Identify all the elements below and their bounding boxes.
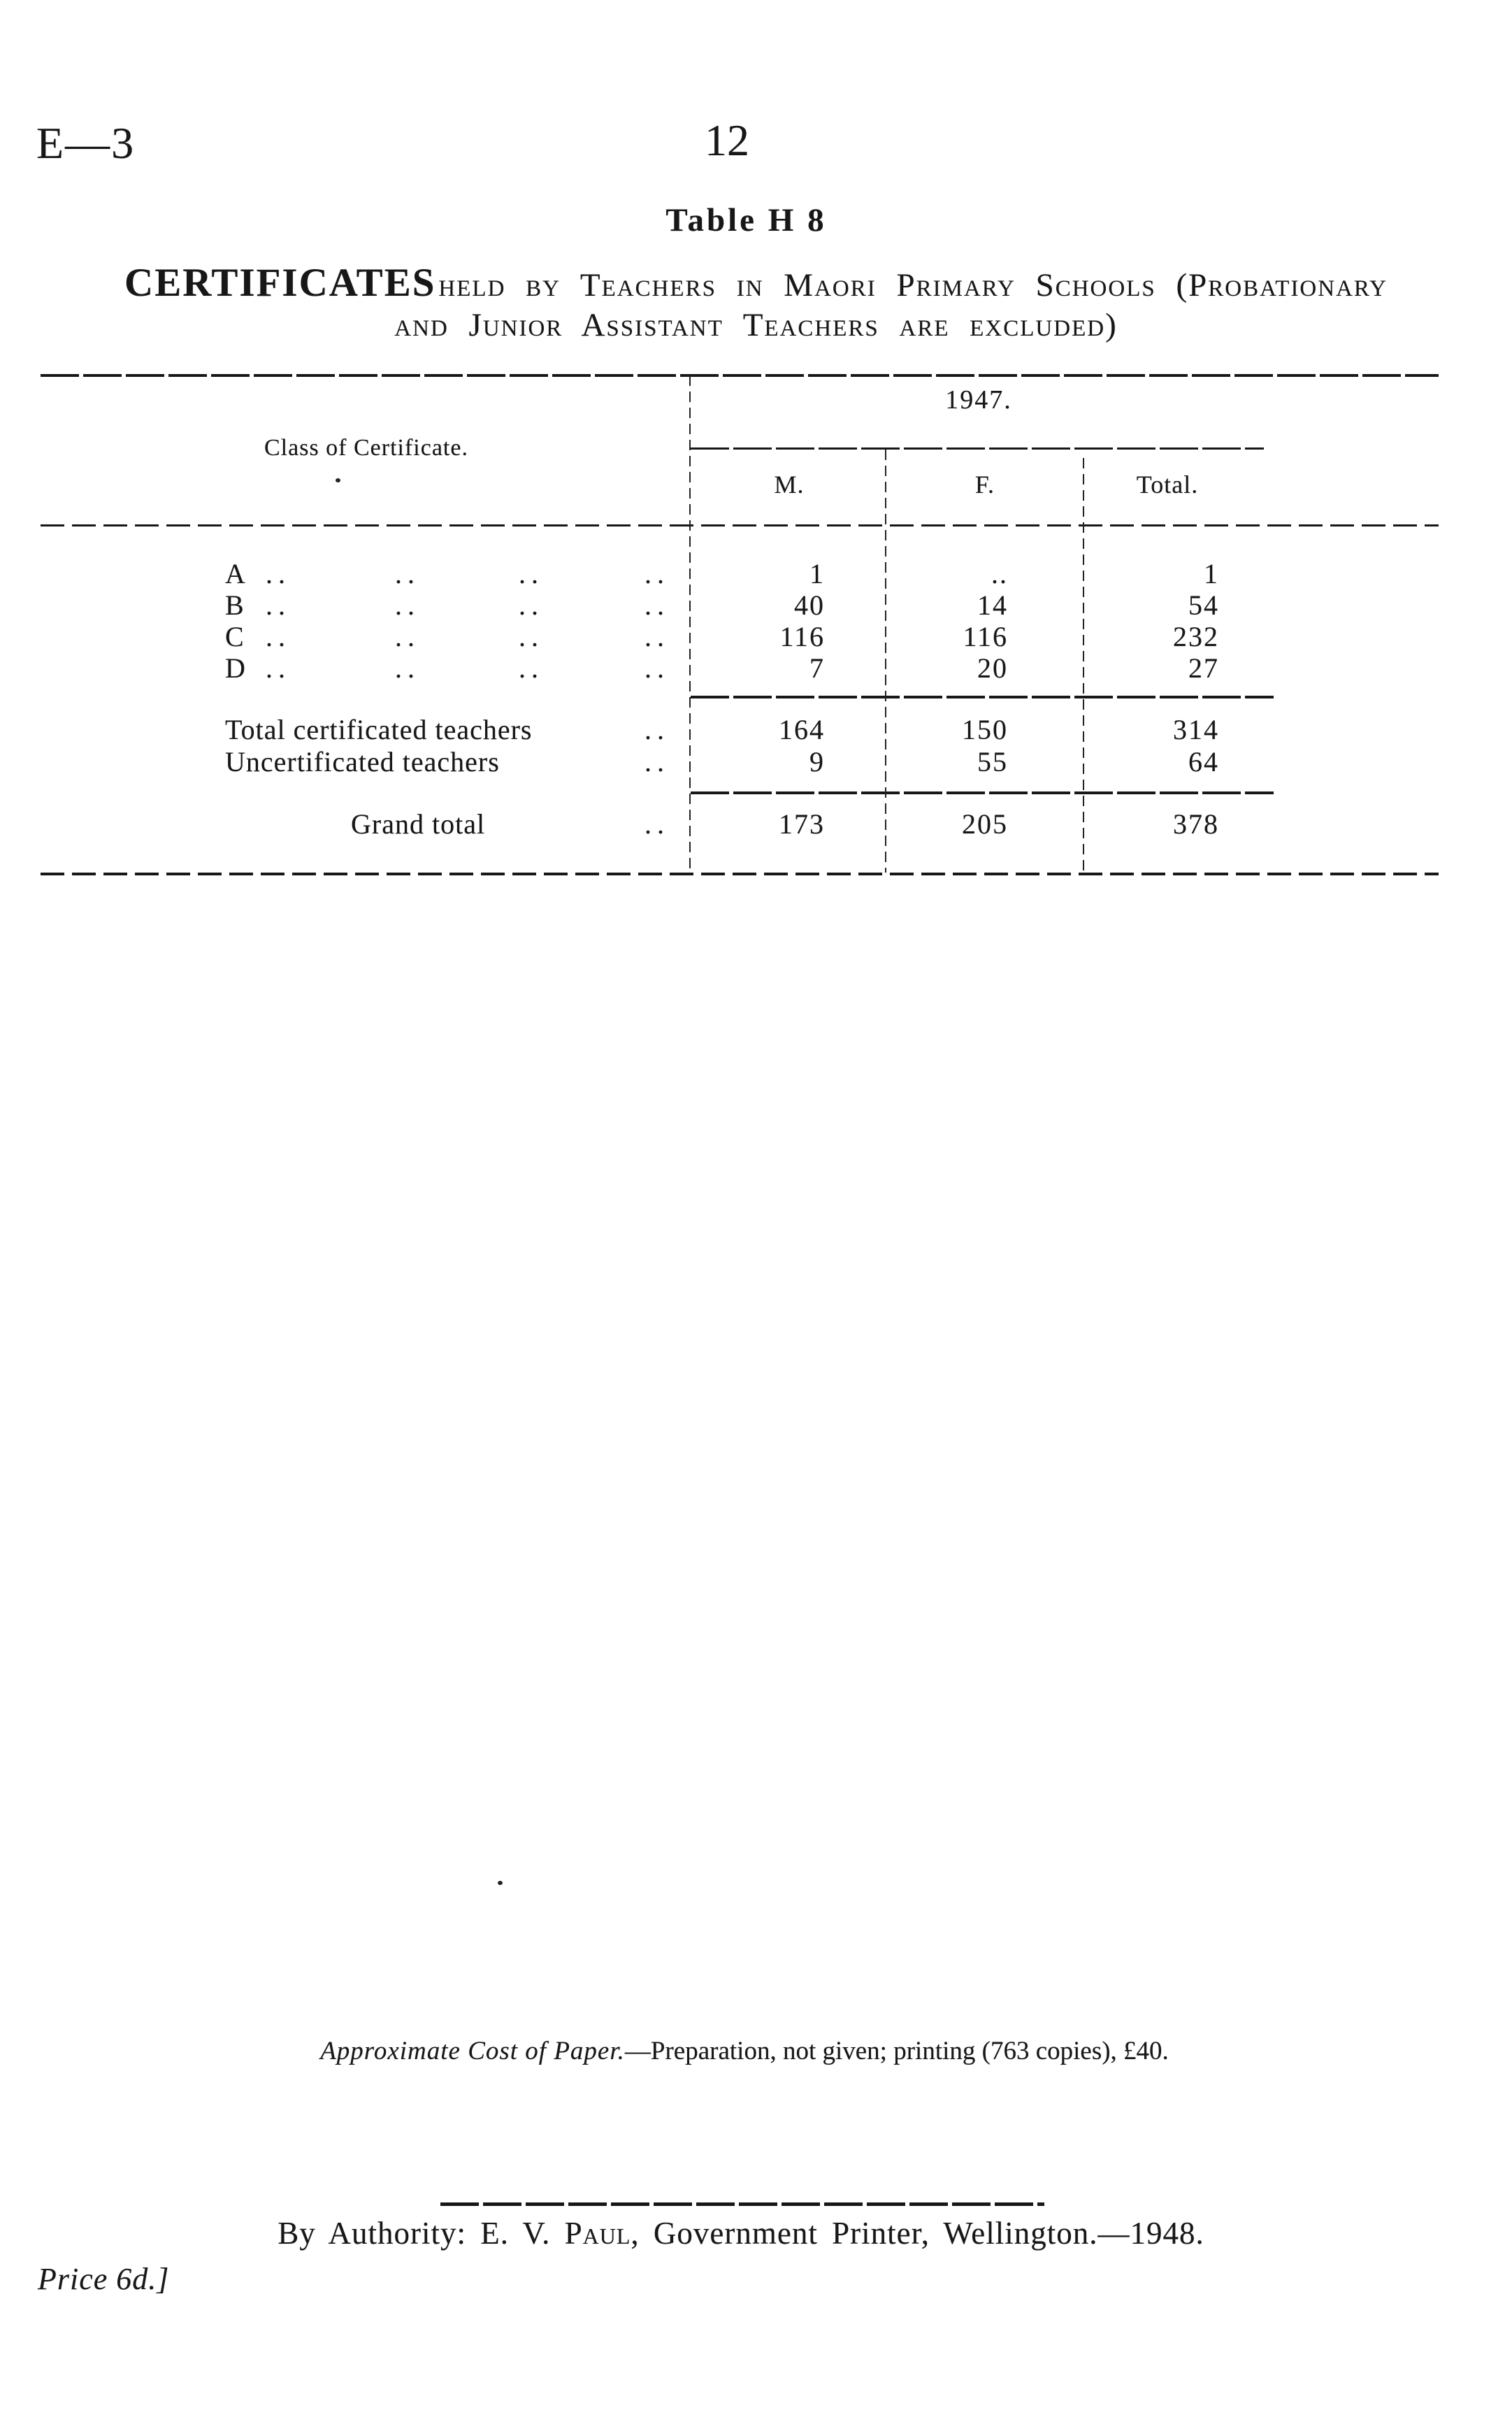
cost-note-rest: —Preparation, not given; printing (763 c…	[624, 2037, 1169, 2065]
dot-leader: ..	[645, 714, 670, 745]
dot-leader: ..	[395, 558, 420, 589]
row-label: A	[225, 558, 246, 589]
dot-leader: ..	[645, 589, 670, 621]
cell-total: 1	[1204, 558, 1219, 589]
imprint-rule	[440, 2202, 1044, 2206]
dot-leader: ..	[266, 589, 291, 621]
column-header-total: Total.	[1136, 471, 1199, 499]
cell-m: 9	[809, 746, 825, 777]
dot-leader: ..	[266, 621, 291, 652]
header-separator-rule	[41, 524, 1439, 526]
cell-total: 64	[1188, 746, 1219, 777]
cell-f: 14	[977, 589, 1008, 621]
title-word-certificates: CERTIFICATES	[124, 261, 436, 305]
dot-leader: ..	[266, 652, 291, 684]
cell-f: 205	[962, 808, 1008, 840]
dot-leader: ..	[645, 621, 670, 652]
scan-speck	[336, 478, 340, 482]
f-total-divider-line	[1083, 458, 1084, 873]
dot-leader: ..	[266, 558, 291, 589]
cell-f: 20	[977, 652, 1008, 684]
imprint-line: By Authority: E. V. Paul, Government Pri…	[0, 2215, 1482, 2251]
row-label: Total certificated teachers	[225, 714, 533, 745]
dot-leader: ..	[519, 621, 544, 652]
title-rest: held by Teachers in Maori Primary School…	[438, 267, 1388, 303]
cell-f: ..	[991, 558, 1008, 589]
scan-speck	[498, 1881, 503, 1885]
row-label: Uncertificated teachers	[225, 746, 500, 777]
dot-leader: ..	[645, 746, 670, 777]
column-header-f: F.	[974, 471, 995, 499]
cell-total: 54	[1188, 589, 1219, 621]
dot-leader: ..	[645, 652, 670, 684]
dot-leader: ..	[395, 621, 420, 652]
dot-leader: ..	[519, 558, 544, 589]
cell-total: 378	[1173, 808, 1219, 840]
cell-total: 232	[1173, 621, 1219, 652]
cell-f: 150	[962, 714, 1008, 745]
dot-leader: ..	[395, 589, 420, 621]
row-label: Grand total	[351, 808, 486, 840]
stub-divider-line	[689, 375, 691, 873]
year-underline-rule	[691, 447, 1264, 450]
column-header-m: M.	[774, 471, 805, 499]
dot-leader: ..	[395, 652, 420, 684]
cost-of-paper-note: Approximate Cost of Paper.—Preparation, …	[0, 2036, 1489, 2066]
row-label: C	[225, 621, 245, 652]
page-number: 12	[705, 115, 749, 165]
dot-leader: ..	[519, 589, 544, 621]
dot-leader: ..	[645, 558, 670, 589]
cost-note-italic: Approximate Cost of Paper.	[320, 2037, 625, 2065]
document-reference: E—3	[36, 118, 136, 168]
cell-m: 7	[809, 652, 825, 684]
row-label: D	[225, 652, 246, 684]
year-column-group-header: 1947.	[945, 385, 1012, 415]
table-heading: Table H 8	[665, 202, 827, 238]
dot-leader: ..	[645, 808, 670, 840]
table-title-line1: CERTIFICATES held by Teachers in Maori P…	[0, 260, 1512, 306]
imprint-rest: , Government Printer, Wellington.—1948.	[631, 2216, 1204, 2251]
row-label: B	[225, 589, 245, 621]
price-note: Price 6d.]	[38, 2262, 170, 2296]
cell-m: 173	[779, 808, 825, 840]
cell-total: 27	[1188, 652, 1219, 684]
m-f-divider-line	[885, 450, 886, 873]
printer-name: Paul	[564, 2216, 631, 2251]
imprint-prefix: By Authority: E. V.	[278, 2216, 565, 2251]
table-title-line2: and Junior Assistant Teachers are exclud…	[0, 306, 1512, 344]
cell-m: 164	[779, 714, 825, 745]
stub-column-header: Class of Certificate.	[264, 435, 468, 461]
cell-m: 1	[809, 558, 825, 589]
dot-leader: ..	[519, 652, 544, 684]
title-line2-text: and Junior Assistant Teachers are exclud…	[394, 307, 1118, 343]
cell-m: 116	[779, 621, 825, 652]
table-bottom-rule	[41, 873, 1439, 875]
cell-m: 40	[794, 589, 825, 621]
cell-total: 314	[1173, 714, 1219, 745]
cell-f: 55	[977, 746, 1008, 777]
cell-f: 116	[963, 621, 1008, 652]
subtotal-rule	[691, 696, 1274, 698]
table-top-rule	[41, 374, 1439, 377]
grand-total-rule	[691, 791, 1274, 794]
